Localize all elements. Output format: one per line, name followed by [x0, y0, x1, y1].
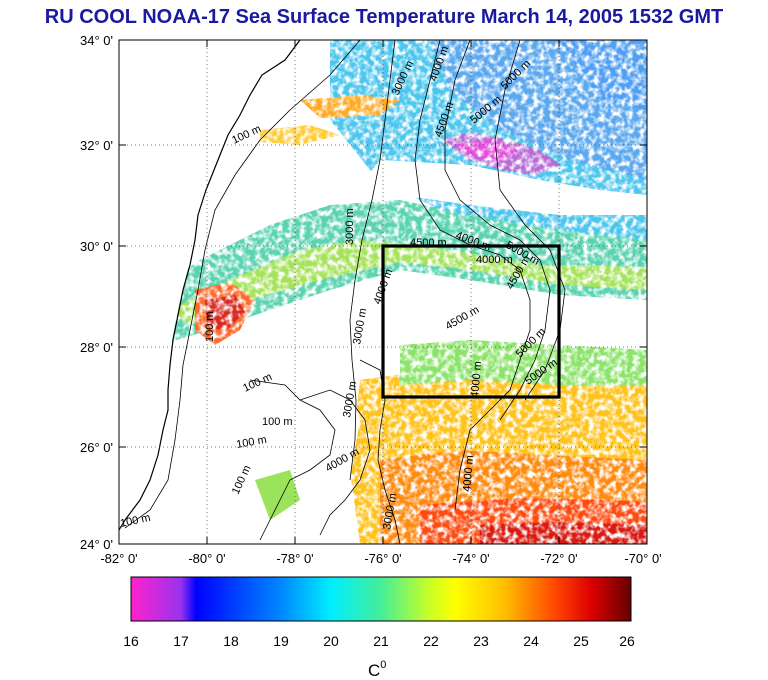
study-area-box: [381, 244, 561, 399]
lat-label: 24° 0': [80, 537, 113, 552]
lon-label: -82° 0': [100, 551, 137, 566]
lat-label: 34° 0': [80, 33, 113, 48]
colorbar-tick: 25: [573, 633, 589, 649]
lat-label: 26° 0': [80, 440, 113, 455]
map-title: RU COOL NOAA-17 Sea Surface Temperature …: [44, 6, 724, 28]
colorbar-tick: 19: [273, 633, 289, 649]
bahamas-contour-b: [299, 389, 371, 536]
colorbar-ticks: 16 17 18 19 20 21 22 23 24 25 26: [123, 633, 635, 649]
lon-label: -70° 0': [624, 551, 661, 566]
contour-label: 100 m: [204, 311, 216, 342]
lon-label: -72° 0': [540, 551, 577, 566]
lon-label: -76° 0': [364, 551, 401, 566]
isobath-3000m: [349, 40, 396, 481]
axis-ticks: [119, 40, 647, 544]
contour-label: 4000 m: [469, 361, 484, 399]
lat-labels: 34° 0' 32° 0' 30° 0' 28° 0' 26° 0' 24° 0…: [80, 33, 113, 552]
lon-label: -74° 0': [452, 551, 489, 566]
colorbar-tick: 23: [473, 633, 489, 649]
florida-landmass: [119, 40, 300, 544]
lon-label: -80° 0': [188, 551, 225, 566]
lon-label: -78° 0': [276, 551, 313, 566]
coastline-florida: [119, 40, 301, 531]
colorbar-tick: 17: [173, 633, 189, 649]
colorbar-tick: 21: [373, 633, 389, 649]
contour-label: 4000 m: [461, 455, 476, 493]
colorbar-unit-sup: 0: [380, 659, 386, 671]
colorbar-tick: 20: [323, 633, 339, 649]
lat-label: 28° 0': [80, 340, 113, 355]
contour-label: 4000 m: [476, 254, 513, 266]
bahamas-contour-a: [249, 379, 336, 541]
colorbar-unit: C: [368, 661, 380, 680]
contour-label: 100 m: [235, 434, 267, 451]
colorbar: [130, 576, 632, 622]
bahamas-contour-c: [359, 359, 401, 544]
colorbar-tick: 24: [523, 633, 539, 649]
isobath-4500m: [444, 40, 551, 421]
colorbar-tick: 18: [223, 633, 239, 649]
colorbar-tick: 16: [123, 633, 139, 649]
lon-labels: -82° 0' -80° 0' -78° 0' -76° 0' -74° 0' …: [100, 551, 661, 566]
contour-label: 100 m: [262, 416, 293, 428]
colorbar-tick: 26: [619, 633, 635, 649]
isobath-100m: [124, 40, 361, 529]
lat-label: 32° 0': [80, 138, 113, 153]
colorbar-unit-label: C0: [368, 659, 386, 680]
colorbar-tick: 22: [423, 633, 439, 649]
isobath-5000m: [494, 40, 566, 401]
isobath-4000m: [414, 40, 531, 511]
lat-label: 30° 0': [80, 239, 113, 254]
contour-label: 3000 m: [344, 208, 356, 245]
